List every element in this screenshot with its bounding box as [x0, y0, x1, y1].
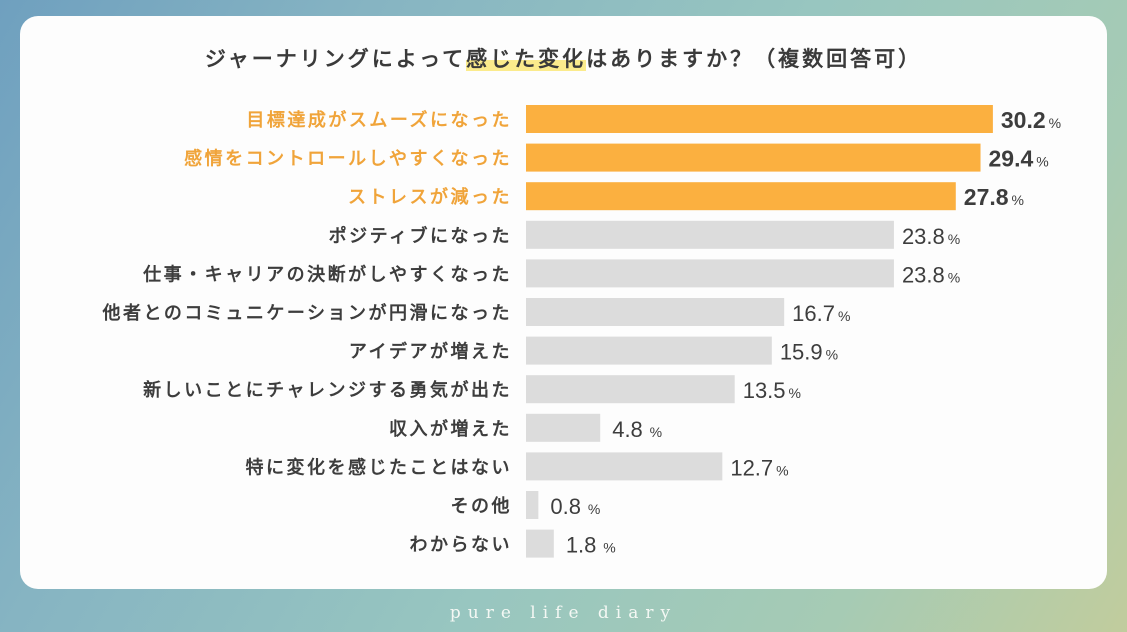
value-number: 23.8	[902, 262, 945, 287]
percent-sign: %	[584, 501, 600, 517]
percent-sign: %	[1049, 115, 1061, 131]
bar	[526, 452, 723, 481]
category-label: 新しいことにチャレンジする勇気が出た	[143, 379, 512, 401]
bar	[526, 220, 894, 249]
bar	[526, 298, 785, 326]
chart-title: ジャーナリングによって感じた変化はありますか？（複数回答可）	[0, 43, 1127, 73]
value-label: 13.5%	[743, 378, 801, 403]
percent-sign: %	[599, 540, 615, 556]
bar	[526, 336, 772, 365]
value-label: 30.2%	[1001, 107, 1061, 133]
bar	[526, 413, 601, 442]
value-label: 4.8 %	[612, 417, 662, 442]
percent-sign: %	[948, 231, 960, 247]
bar	[526, 529, 554, 558]
percent-sign: %	[1012, 192, 1024, 208]
percent-sign: %	[1036, 154, 1048, 170]
value-label: 23.8%	[902, 224, 960, 249]
value-number: 0.8	[550, 494, 581, 519]
brand-footer: pure life diary	[449, 603, 678, 623]
value-number: 1.8	[566, 533, 597, 558]
value-label: 16.7%	[792, 301, 850, 326]
value-label: 1.8 %	[566, 533, 616, 558]
value-label: 29.4%	[989, 146, 1049, 172]
category-label: その他	[451, 495, 513, 517]
percent-sign: %	[789, 385, 801, 401]
category-label: 収入が増えた	[389, 418, 512, 440]
value-number: 4.8	[612, 417, 643, 442]
category-label: 特に変化を感じたことはない	[246, 456, 513, 478]
value-number: 12.7	[730, 455, 773, 480]
bar	[526, 375, 735, 404]
category-label: アイデアが増えた	[349, 341, 512, 363]
bar	[526, 182, 956, 211]
value-label: 15.9%	[780, 340, 838, 365]
value-label: 23.8%	[902, 262, 960, 287]
value-number: 15.9	[780, 340, 823, 365]
bar	[526, 143, 981, 172]
value-number: 23.8	[902, 224, 945, 249]
percent-sign: %	[826, 347, 838, 363]
value-number: 13.5	[743, 378, 786, 403]
percent-sign: %	[838, 308, 850, 324]
title-text-before: ジャーナリングによって	[204, 47, 467, 71]
title-text-after: はありますか？（複数回答可）	[586, 47, 923, 71]
value-label: 12.7%	[730, 455, 788, 480]
value-number: 29.4	[989, 146, 1034, 172]
bar	[526, 105, 993, 133]
category-label: 他者とのコミュニケーションが円滑になった	[102, 302, 512, 324]
category-label: ポジティブになった	[329, 225, 512, 247]
title-highlight: 感じた変化	[466, 47, 587, 71]
category-label: 仕事・キャリアの決断がしやすくなった	[142, 263, 512, 285]
value-number: 30.2	[1001, 107, 1046, 133]
percent-sign: %	[646, 424, 662, 440]
category-label: わからない	[410, 535, 513, 556]
value-label: 0.8 %	[550, 494, 600, 519]
value-number: 16.7	[792, 301, 835, 326]
category-label: 感情をコントロールしやすくなった	[184, 148, 512, 170]
percent-sign: %	[776, 462, 788, 478]
value-label: 27.8%	[964, 184, 1024, 210]
bar	[526, 491, 539, 519]
bar	[526, 259, 894, 288]
value-number: 27.8	[964, 184, 1009, 210]
category-label: ストレスが減った	[348, 186, 512, 208]
category-label: 目標達成がスムーズになった	[246, 109, 512, 131]
percent-sign: %	[948, 269, 960, 285]
